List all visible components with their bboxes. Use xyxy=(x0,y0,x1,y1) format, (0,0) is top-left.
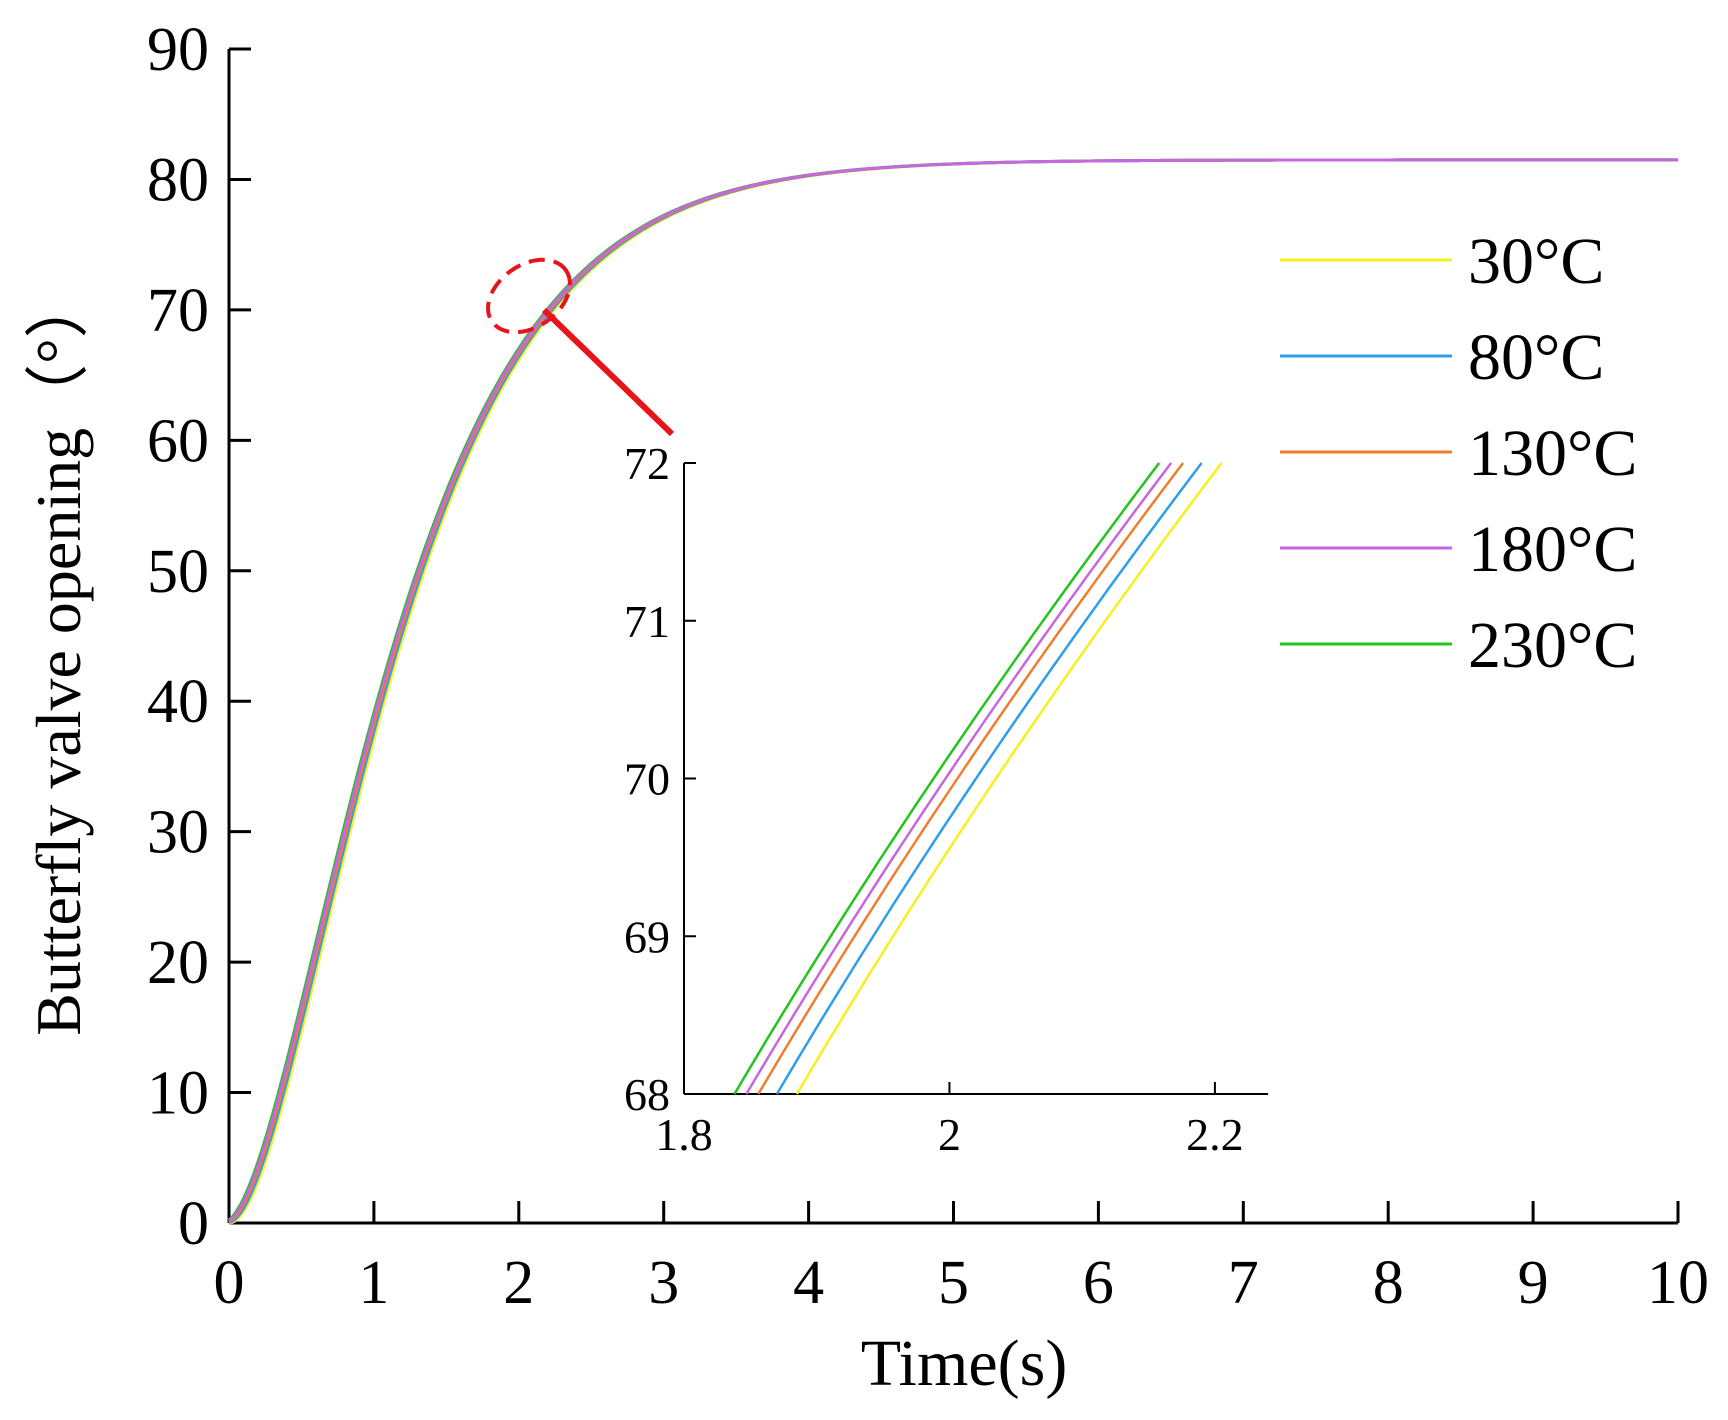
inset-series-line-30°C xyxy=(795,462,1223,1095)
y-tick-label: 10 xyxy=(147,1060,209,1128)
legend: 30°C 80°C 130°C 180°C 230°C xyxy=(1280,225,1637,682)
y-tick-label: 90 xyxy=(147,16,209,84)
inset-axes xyxy=(683,462,1268,1095)
y-tick-label: 70 xyxy=(147,277,209,345)
inset-tick-labels: 1.8 2 2.2 68 69 70 71 72 xyxy=(624,438,1244,1160)
inset-series-line-180°C xyxy=(745,462,1173,1095)
x-tick-label: 10 xyxy=(1647,1249,1709,1317)
main-series-lines xyxy=(227,158,1678,1225)
x-axis-title: Time(s) xyxy=(861,1327,1068,1400)
y-tick-label: 40 xyxy=(147,668,209,736)
inset-y-tick-label: 68 xyxy=(624,1069,670,1120)
main-axes xyxy=(227,47,1680,1225)
inset-x-tick-label: 2 xyxy=(938,1109,961,1160)
y-tick-label: 50 xyxy=(147,538,209,606)
inset-series-line-230°C xyxy=(733,462,1161,1095)
main-tick-labels: 0 1 2 3 4 5 6 7 8 9 10 0 10 20 30 40 50 60 70 80 90 xyxy=(147,16,1709,1317)
x-tick-label: 4 xyxy=(793,1249,824,1317)
y-tick-label: 20 xyxy=(147,929,209,997)
x-tick-label: 8 xyxy=(1373,1249,1404,1317)
y-axis-title: Butterfly valve opening（°） xyxy=(23,274,94,1035)
legend-label: 30°C xyxy=(1468,225,1604,298)
main-series-line-130°C xyxy=(228,158,1678,1224)
zoom-annotation xyxy=(486,257,675,437)
legend-label: 180°C xyxy=(1468,513,1637,586)
inset-x-tick-label: 1.8 xyxy=(655,1109,713,1160)
x-tick-label: 7 xyxy=(1228,1249,1259,1317)
x-tick-label: 3 xyxy=(648,1249,679,1317)
x-tick-label: 9 xyxy=(1518,1249,1549,1317)
main-series-line-80°C xyxy=(228,158,1678,1225)
x-tick-label: 6 xyxy=(1083,1249,1114,1317)
legend-label: 230°C xyxy=(1468,609,1637,682)
x-tick-label: 1 xyxy=(358,1249,389,1317)
inset-series-lines xyxy=(733,462,1223,1095)
y-tick-label: 0 xyxy=(178,1190,209,1258)
legend-label: 80°C xyxy=(1468,321,1604,394)
x-tick-label: 0 xyxy=(214,1249,245,1317)
main-series-line-180°C xyxy=(228,158,1678,1223)
x-tick-label: 5 xyxy=(938,1249,969,1317)
main-series-line-30°C xyxy=(228,158,1678,1225)
y-tick-label: 30 xyxy=(147,799,209,867)
inset-y-tick-label: 69 xyxy=(624,911,670,962)
zoom-ellipse xyxy=(486,257,572,335)
inset-y-tick-label: 71 xyxy=(624,596,670,647)
inset-y-tick-label: 70 xyxy=(624,754,670,805)
y-tick-label: 60 xyxy=(147,407,209,475)
y-tick-label: 80 xyxy=(147,146,209,214)
legend-label: 130°C xyxy=(1468,417,1637,490)
inset-series-line-80°C xyxy=(775,462,1203,1095)
main-series-line-230°C xyxy=(227,158,1678,1222)
inset-x-tick-label: 2.2 xyxy=(1186,1109,1244,1160)
zoom-pointer-line xyxy=(541,307,675,437)
inset-y-tick-label: 72 xyxy=(624,438,670,489)
x-tick-label: 2 xyxy=(503,1249,534,1317)
inset-series-line-130°C xyxy=(757,462,1185,1095)
